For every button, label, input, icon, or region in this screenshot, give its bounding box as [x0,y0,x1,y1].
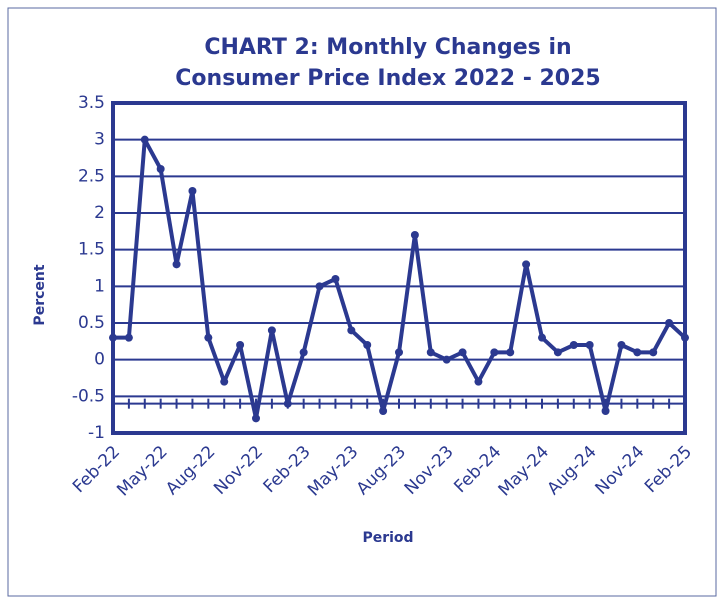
x-tick-label: Nov-22 [210,442,267,499]
data-point [140,135,149,144]
data-point [363,341,372,349]
data-point [236,341,245,349]
y-tick-label: 1.5 [78,240,105,260]
data-point [426,348,435,357]
y-tick-label: -1 [88,423,105,443]
data-point [665,319,674,327]
y-tick-label: 0 [94,350,105,370]
data-point [474,377,483,386]
data-point [299,348,308,357]
data-point [347,326,356,335]
y-tick-label: 0.5 [78,313,105,333]
y-tick-label: -0.5 [72,386,105,406]
data-point [649,348,658,357]
data-point [458,348,467,357]
data-point [283,399,292,408]
data-point [204,333,213,342]
data-point [252,414,260,423]
data-point [267,326,276,335]
y-tick-label: 1 [94,276,105,296]
data-point [315,282,324,291]
y-tick-label: 2 [94,203,105,223]
data-point [617,341,626,349]
data-point [331,275,340,283]
data-point [601,407,610,415]
y-axis-title: Percent [32,264,48,325]
data-point [124,333,133,342]
data-line [113,137,687,421]
chart-title: Consumer Price Index 2022 - 2025 [175,66,600,91]
x-tick-label: May-23 [304,442,362,500]
x-tick-label: Aug-23 [353,442,410,499]
chart-title: CHART 2: Monthly Changes in [204,35,571,60]
data-point [109,333,117,342]
data-point [538,333,546,342]
data-point [553,348,562,357]
data-point [522,260,531,269]
data-point [442,355,451,364]
frame [7,7,717,597]
x-tick-label: May-22 [113,442,171,500]
data-point [681,333,689,342]
data-point [506,348,515,357]
x-tick-label: Aug-24 [543,442,600,499]
data-point [585,341,594,349]
data-point [633,348,642,357]
data-point [220,377,229,386]
data-point [569,341,578,349]
x-tick-label: Nov-24 [591,442,648,499]
x-tick-label: Aug-22 [162,442,219,499]
data-point [172,260,181,269]
x-tick-label: May-24 [495,442,553,500]
data-point [490,348,499,357]
y-tick-label: 2.5 [78,166,105,186]
data-point [379,407,388,415]
plot-border [111,101,687,435]
y-tick-label: 3 [94,130,105,150]
data-point [156,165,165,173]
x-tick-label: Nov-23 [401,442,458,499]
x-axis-title: Period [362,530,413,546]
y-tick-label: 3.5 [78,93,105,113]
data-point [395,348,403,357]
data-point [188,187,197,195]
data-point [410,231,419,239]
x-tick-label: Feb-25 [641,442,696,497]
